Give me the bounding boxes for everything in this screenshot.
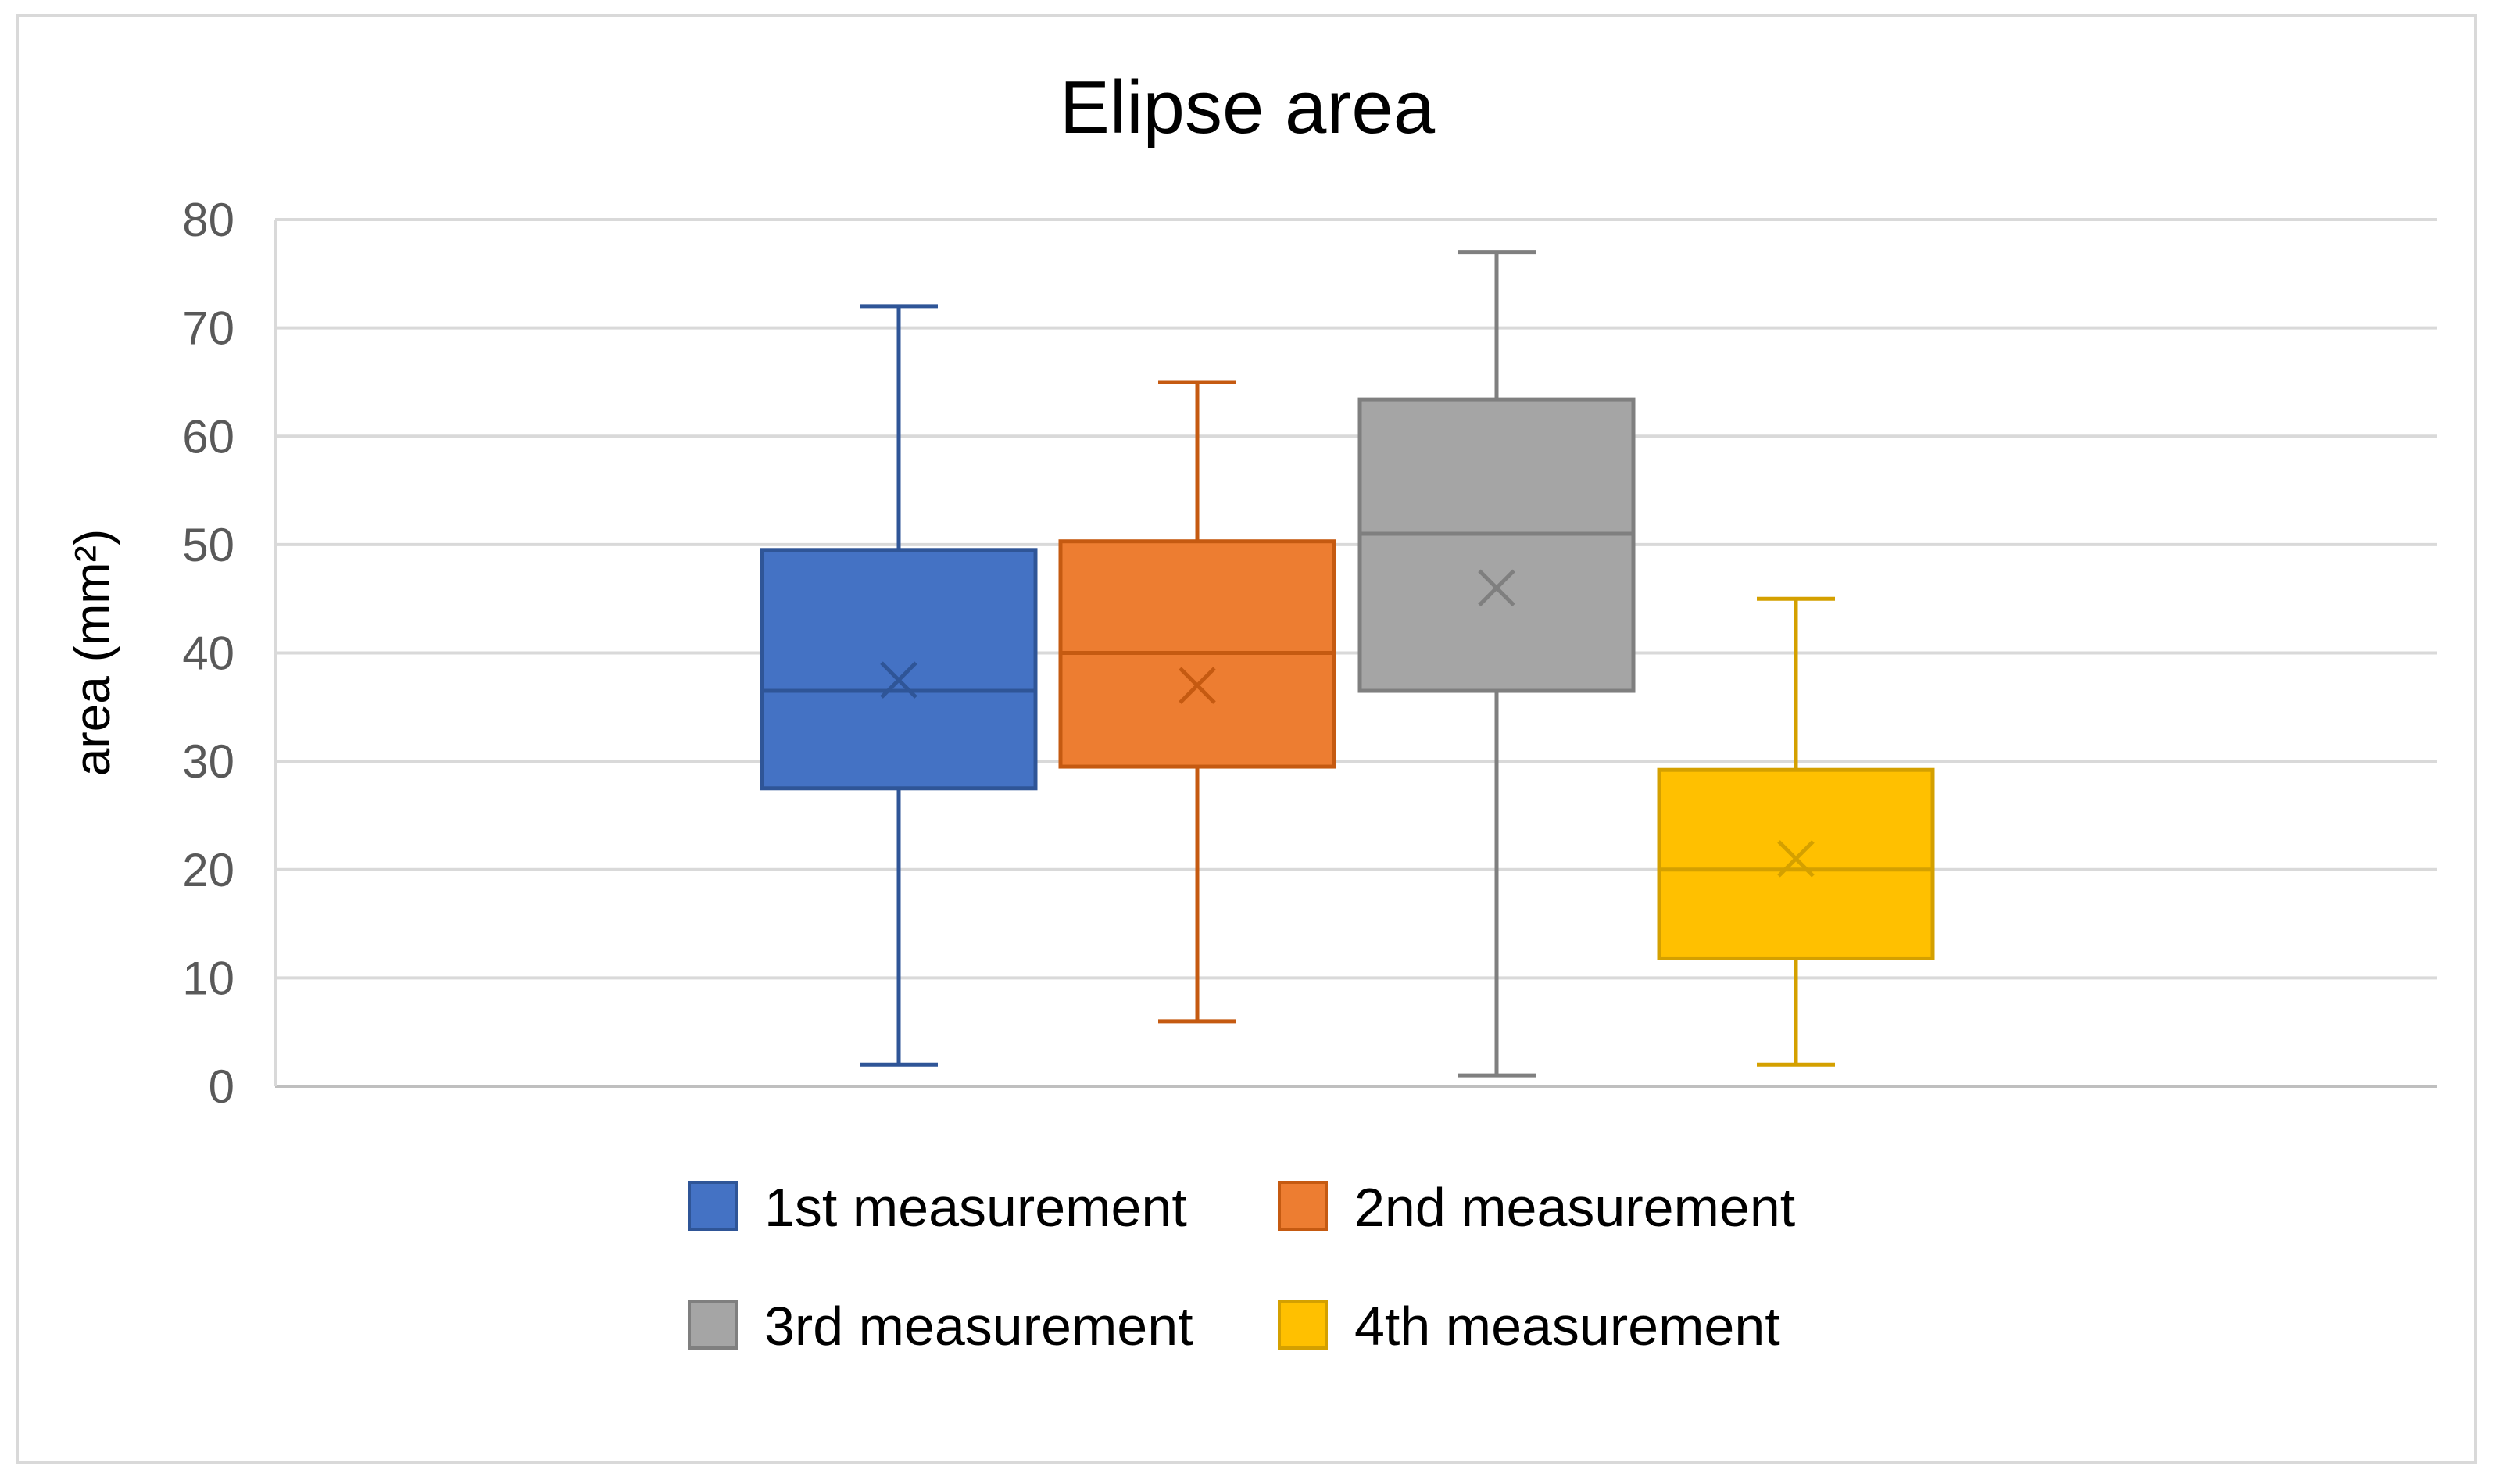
chart-title: Elipse area bbox=[1060, 66, 1436, 149]
y-tick-label: 80 bbox=[182, 194, 234, 246]
y-tick-label: 20 bbox=[182, 844, 234, 896]
gridlines bbox=[274, 218, 2437, 1088]
legend-label: 4th measurement bbox=[1354, 1296, 1780, 1357]
interquartile-box bbox=[1357, 397, 1636, 693]
mean-marker bbox=[880, 661, 917, 699]
y-axis-title: area (mm²) bbox=[64, 529, 120, 776]
legend: 1st measurement 2nd measurement 3rd measur… bbox=[688, 1177, 1795, 1357]
box-4 bbox=[1657, 596, 1935, 1067]
legend-item: 3rd measurement bbox=[688, 1296, 1193, 1357]
box-1 bbox=[760, 304, 1038, 1067]
legend-label: 3rd measurement bbox=[764, 1296, 1193, 1357]
legend-item: 4th measurement bbox=[1278, 1296, 1780, 1357]
legend-swatch bbox=[1278, 1181, 1328, 1231]
mean-marker bbox=[1777, 840, 1815, 878]
y-tick-label: 30 bbox=[182, 735, 234, 788]
legend-item: 1st measurement bbox=[688, 1177, 1187, 1238]
interquartile-box bbox=[760, 548, 1038, 791]
legend-label: 2nd measurement bbox=[1354, 1177, 1795, 1238]
boxes bbox=[760, 250, 1935, 1078]
y-tick-label: 0 bbox=[209, 1060, 234, 1113]
y-tick-label: 40 bbox=[182, 628, 234, 680]
y-tick-label: 50 bbox=[182, 519, 234, 571]
y-tick-label: 60 bbox=[182, 410, 234, 463]
mean-marker bbox=[1478, 569, 1515, 607]
legend-swatch bbox=[688, 1300, 738, 1350]
y-tick-label: 10 bbox=[182, 952, 234, 1004]
legend-swatch bbox=[688, 1181, 738, 1231]
y-axis-tick-labels: 0 10 20 30 40 50 60 70 80 bbox=[182, 194, 234, 1113]
interquartile-box bbox=[1657, 767, 1935, 960]
mean-marker bbox=[1179, 667, 1216, 704]
box-3 bbox=[1357, 250, 1636, 1078]
y-tick-label: 70 bbox=[182, 302, 234, 355]
legend-swatch bbox=[1278, 1300, 1328, 1350]
legend-item: 2nd measurement bbox=[1278, 1177, 1795, 1238]
legend-label: 1st measurement bbox=[764, 1177, 1187, 1238]
box-2 bbox=[1058, 380, 1336, 1024]
